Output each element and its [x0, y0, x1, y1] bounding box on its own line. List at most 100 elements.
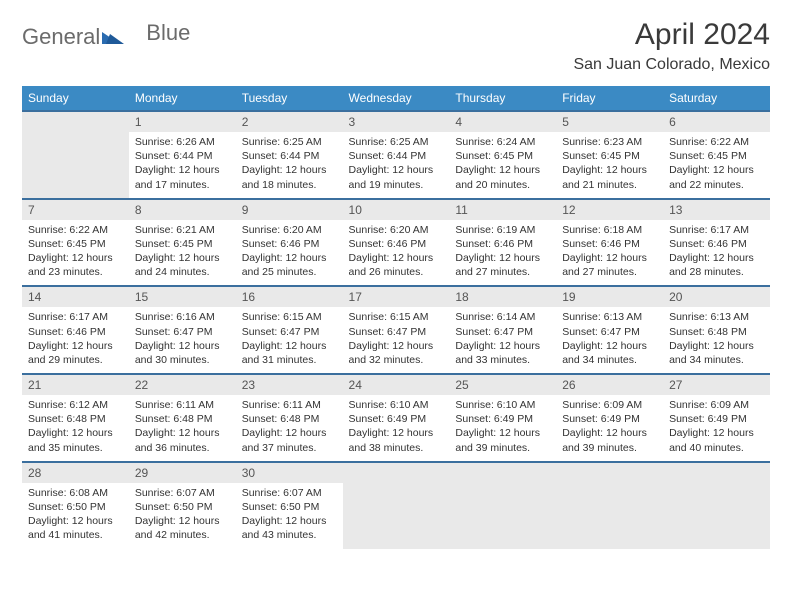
daylight-text-2: and 29 minutes.: [28, 353, 123, 367]
daylight-text-1: Daylight: 12 hours: [349, 251, 444, 265]
sunset-text: Sunset: 6:46 PM: [242, 237, 337, 251]
day-cell: Sunrise: 6:12 AMSunset: 6:48 PMDaylight:…: [22, 395, 129, 462]
day-cell: Sunrise: 6:25 AMSunset: 6:44 PMDaylight:…: [343, 132, 450, 199]
daylight-text-1: Daylight: 12 hours: [242, 251, 337, 265]
day-number: 23: [236, 374, 343, 395]
day-number: 4: [449, 111, 556, 132]
day-cell: [663, 483, 770, 549]
sunrise-text: Sunrise: 6:07 AM: [242, 486, 337, 500]
daylight-text-2: and 43 minutes.: [242, 528, 337, 542]
sunrise-text: Sunrise: 6:20 AM: [349, 223, 444, 237]
daylight-text-1: Daylight: 12 hours: [28, 339, 123, 353]
daynum-row: 123456: [22, 111, 770, 132]
day-cell: Sunrise: 6:08 AMSunset: 6:50 PMDaylight:…: [22, 483, 129, 549]
sunrise-text: Sunrise: 6:20 AM: [242, 223, 337, 237]
daynum-row: 78910111213: [22, 199, 770, 220]
sunset-text: Sunset: 6:46 PM: [28, 325, 123, 339]
daylight-text-2: and 40 minutes.: [669, 441, 764, 455]
sunrise-text: Sunrise: 6:17 AM: [669, 223, 764, 237]
sunrise-text: Sunrise: 6:24 AM: [455, 135, 550, 149]
sunrise-text: Sunrise: 6:19 AM: [455, 223, 550, 237]
sunrise-text: Sunrise: 6:14 AM: [455, 310, 550, 324]
daylight-text-1: Daylight: 12 hours: [562, 251, 657, 265]
day-number: 6: [663, 111, 770, 132]
calendar-body: 123456Sunrise: 6:26 AMSunset: 6:44 PMDay…: [22, 111, 770, 549]
sunrise-text: Sunrise: 6:09 AM: [669, 398, 764, 412]
daylight-text-2: and 37 minutes.: [242, 441, 337, 455]
sunset-text: Sunset: 6:48 PM: [669, 325, 764, 339]
daylight-text-1: Daylight: 12 hours: [28, 251, 123, 265]
daylight-text-2: and 38 minutes.: [349, 441, 444, 455]
daylight-text-1: Daylight: 12 hours: [562, 426, 657, 440]
daylight-text-2: and 21 minutes.: [562, 178, 657, 192]
daylight-text-2: and 30 minutes.: [135, 353, 230, 367]
sunrise-text: Sunrise: 6:13 AM: [669, 310, 764, 324]
day-cell: Sunrise: 6:21 AMSunset: 6:45 PMDaylight:…: [129, 220, 236, 287]
day-cell: Sunrise: 6:10 AMSunset: 6:49 PMDaylight:…: [343, 395, 450, 462]
sunset-text: Sunset: 6:45 PM: [135, 237, 230, 251]
sunset-text: Sunset: 6:45 PM: [455, 149, 550, 163]
day-number: [22, 111, 129, 132]
sunset-text: Sunset: 6:44 PM: [135, 149, 230, 163]
sunset-text: Sunset: 6:49 PM: [669, 412, 764, 426]
header-sat: Saturday: [663, 86, 770, 111]
day-number: 21: [22, 374, 129, 395]
day-number: 3: [343, 111, 450, 132]
day-number: 12: [556, 199, 663, 220]
daylight-text-1: Daylight: 12 hours: [349, 339, 444, 353]
daylight-text-1: Daylight: 12 hours: [242, 339, 337, 353]
sunrise-text: Sunrise: 6:23 AM: [562, 135, 657, 149]
day-cell: [22, 132, 129, 199]
sunset-text: Sunset: 6:49 PM: [349, 412, 444, 426]
day-number: 16: [236, 286, 343, 307]
sunset-text: Sunset: 6:45 PM: [28, 237, 123, 251]
day-cell: Sunrise: 6:09 AMSunset: 6:49 PMDaylight:…: [663, 395, 770, 462]
sunset-text: Sunset: 6:49 PM: [455, 412, 550, 426]
daylight-text-1: Daylight: 12 hours: [562, 163, 657, 177]
sunrise-text: Sunrise: 6:08 AM: [28, 486, 123, 500]
daylight-text-2: and 19 minutes.: [349, 178, 444, 192]
sunrise-text: Sunrise: 6:15 AM: [242, 310, 337, 324]
day-number: 15: [129, 286, 236, 307]
daylight-text-2: and 41 minutes.: [28, 528, 123, 542]
sunset-text: Sunset: 6:48 PM: [242, 412, 337, 426]
day-cell: Sunrise: 6:09 AMSunset: 6:49 PMDaylight:…: [556, 395, 663, 462]
daylight-text-1: Daylight: 12 hours: [562, 339, 657, 353]
daylight-text-2: and 34 minutes.: [562, 353, 657, 367]
day-cell: Sunrise: 6:19 AMSunset: 6:46 PMDaylight:…: [449, 220, 556, 287]
daylight-text-1: Daylight: 12 hours: [669, 251, 764, 265]
day-number: [343, 462, 450, 483]
daylight-text-1: Daylight: 12 hours: [28, 426, 123, 440]
sunset-text: Sunset: 6:44 PM: [242, 149, 337, 163]
daylight-text-2: and 24 minutes.: [135, 265, 230, 279]
sunset-text: Sunset: 6:44 PM: [349, 149, 444, 163]
day-number: 2: [236, 111, 343, 132]
calendar-table: Sunday Monday Tuesday Wednesday Thursday…: [22, 86, 770, 549]
sunrise-text: Sunrise: 6:10 AM: [455, 398, 550, 412]
daylight-text-2: and 27 minutes.: [562, 265, 657, 279]
sunrise-text: Sunrise: 6:13 AM: [562, 310, 657, 324]
header: General Blue April 2024 San Juan Colorad…: [22, 18, 770, 74]
sunrise-text: Sunrise: 6:25 AM: [349, 135, 444, 149]
day-number: 5: [556, 111, 663, 132]
day-number: 25: [449, 374, 556, 395]
sunset-text: Sunset: 6:47 PM: [349, 325, 444, 339]
day-cell: Sunrise: 6:17 AMSunset: 6:46 PMDaylight:…: [663, 220, 770, 287]
day-cell: Sunrise: 6:26 AMSunset: 6:44 PMDaylight:…: [129, 132, 236, 199]
daylight-text-1: Daylight: 12 hours: [135, 163, 230, 177]
page: General Blue April 2024 San Juan Colorad…: [0, 0, 792, 567]
day-cell: Sunrise: 6:25 AMSunset: 6:44 PMDaylight:…: [236, 132, 343, 199]
day-cell: Sunrise: 6:20 AMSunset: 6:46 PMDaylight:…: [343, 220, 450, 287]
sunset-text: Sunset: 6:50 PM: [242, 500, 337, 514]
day-cell: Sunrise: 6:07 AMSunset: 6:50 PMDaylight:…: [236, 483, 343, 549]
sunrise-text: Sunrise: 6:16 AM: [135, 310, 230, 324]
sunrise-text: Sunrise: 6:15 AM: [349, 310, 444, 324]
sunset-text: Sunset: 6:49 PM: [562, 412, 657, 426]
header-wed: Wednesday: [343, 86, 450, 111]
daynum-row: 282930: [22, 462, 770, 483]
day-number: 18: [449, 286, 556, 307]
content-row: Sunrise: 6:12 AMSunset: 6:48 PMDaylight:…: [22, 395, 770, 462]
day-number: 30: [236, 462, 343, 483]
day-cell: Sunrise: 6:13 AMSunset: 6:48 PMDaylight:…: [663, 307, 770, 374]
sunset-text: Sunset: 6:47 PM: [135, 325, 230, 339]
